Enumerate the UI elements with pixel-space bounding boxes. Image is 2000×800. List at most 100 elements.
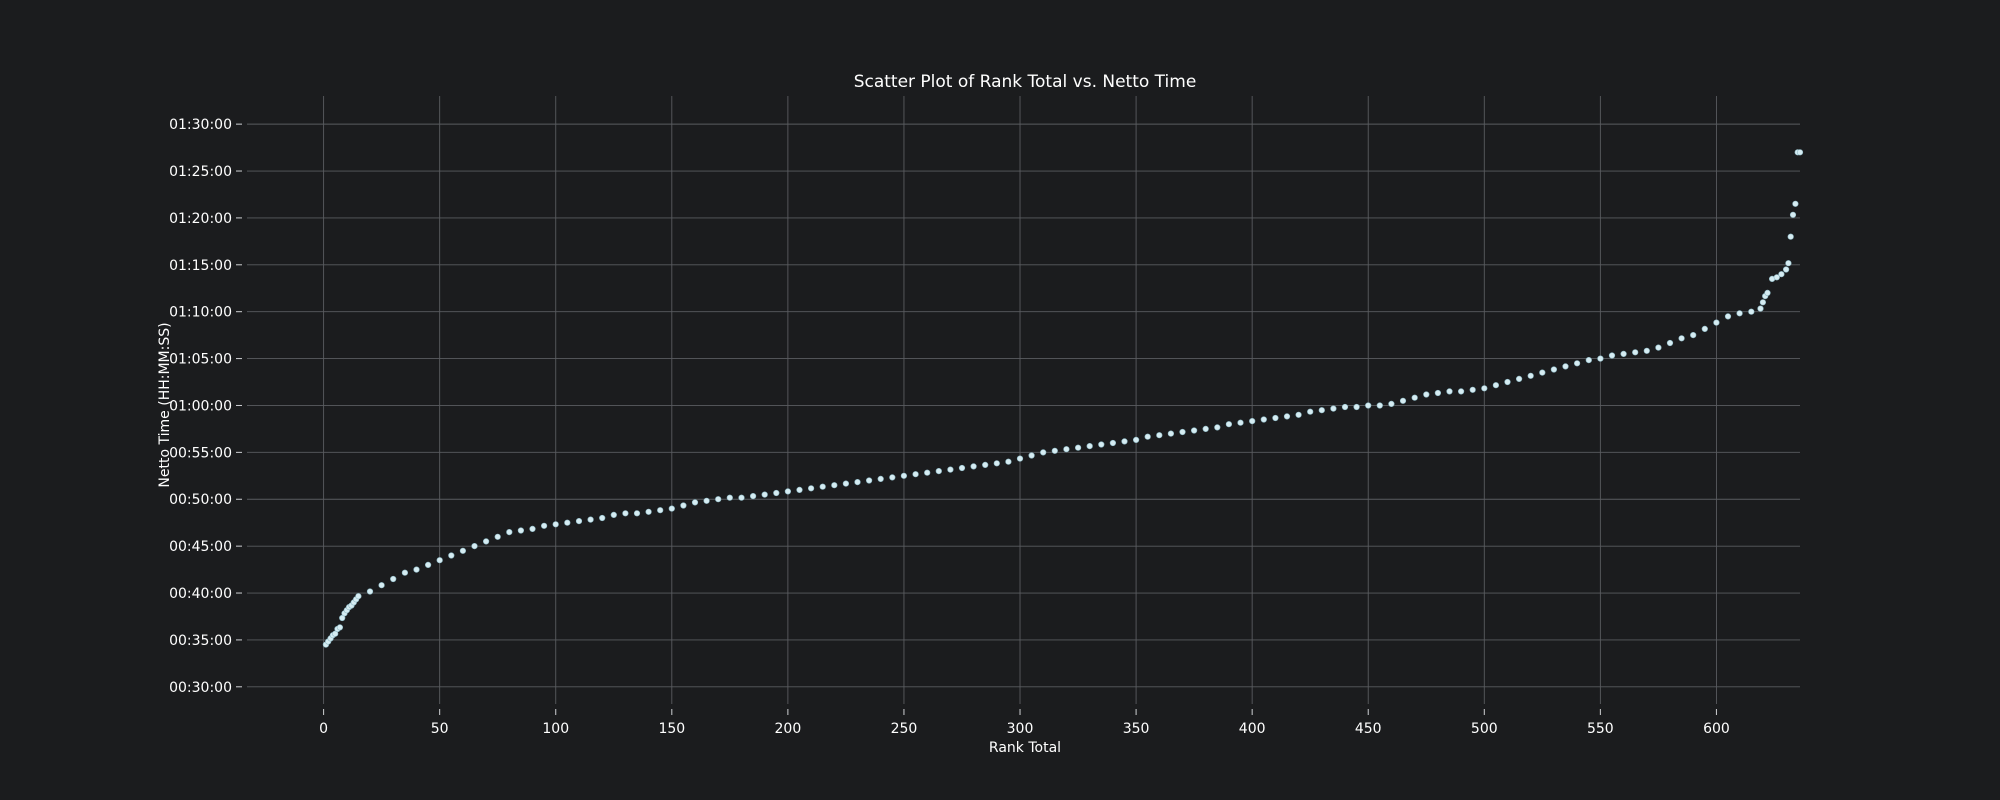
data-point	[459, 547, 467, 554]
data-point	[865, 477, 873, 484]
data-point	[1237, 419, 1244, 426]
data-point	[924, 469, 931, 476]
y-tick-label: 00:40:00	[169, 586, 232, 602]
x-axis-ticks: 0 50 100 150 200 250 300 350 400 450 500 550 600	[319, 709, 1730, 737]
data-point	[1086, 443, 1093, 450]
data-point	[599, 514, 606, 522]
data-point	[1074, 444, 1082, 451]
data-point	[1759, 299, 1766, 306]
data-point	[1156, 432, 1163, 439]
data-point	[366, 588, 374, 595]
data-point	[703, 497, 710, 504]
x-tick-label: 400	[1239, 721, 1266, 737]
data-point	[1434, 389, 1441, 397]
data-point	[1330, 405, 1337, 412]
data-point	[1341, 403, 1349, 411]
data-point	[657, 507, 664, 514]
data-point	[1620, 350, 1627, 358]
data-point	[970, 463, 977, 470]
data-point	[645, 508, 652, 515]
data-point	[1713, 319, 1720, 326]
data-point	[1481, 385, 1488, 392]
y-tick-label: 00:50:00	[169, 492, 232, 508]
x-tick-label: 0	[319, 721, 328, 737]
x-axis-label: Rank Total	[989, 740, 1061, 756]
data-point	[1764, 289, 1771, 297]
data-point	[1773, 274, 1780, 281]
data-point	[517, 527, 525, 534]
data-point	[1051, 447, 1058, 454]
y-axis-ticks: 00:30:00 00:35:00 00:40:00 00:45:00 00:50:00…	[169, 117, 242, 696]
data-point	[1585, 357, 1592, 364]
data-point	[1225, 421, 1232, 428]
data-point	[715, 496, 722, 503]
data-point	[1365, 402, 1372, 409]
data-point	[378, 582, 385, 589]
data-point	[575, 517, 583, 525]
y-tick-label: 00:35:00	[169, 633, 232, 649]
data-point	[1411, 394, 1418, 401]
y-tick-label: 00:30:00	[169, 680, 232, 696]
x-tick-label: 200	[775, 721, 802, 737]
data-point	[1202, 425, 1209, 433]
data-point	[889, 474, 896, 481]
data-point	[738, 494, 745, 501]
data-point	[1504, 378, 1511, 386]
data-point	[448, 552, 455, 559]
data-point	[842, 480, 850, 487]
data-point	[1469, 386, 1476, 393]
data-point	[1005, 458, 1012, 465]
data-point	[1515, 375, 1523, 383]
data-point	[552, 521, 559, 528]
y-tick-label: 00:55:00	[169, 445, 232, 461]
data-point	[1214, 424, 1221, 431]
data-point	[390, 575, 397, 583]
data-point	[1573, 360, 1581, 367]
data-point	[1643, 347, 1650, 354]
y-tick-label: 00:45:00	[169, 539, 232, 555]
data-point	[1040, 449, 1047, 456]
data-point	[1724, 313, 1732, 320]
data-point	[587, 516, 594, 523]
data-point	[1457, 388, 1465, 395]
x-tick-label: 150	[658, 721, 685, 737]
data-point	[993, 460, 1000, 467]
data-point	[1792, 200, 1799, 207]
data-point	[401, 569, 409, 576]
data-point	[749, 493, 757, 500]
grid	[247, 96, 1800, 704]
data-point	[1778, 271, 1785, 278]
data-point	[1789, 211, 1797, 218]
data-point	[1608, 352, 1616, 359]
chart-title: Scatter Plot of Rank Total vs. Netto Tim…	[854, 72, 1197, 92]
data-point	[1678, 335, 1685, 342]
x-tick-label: 100	[542, 721, 569, 737]
data-point	[1109, 439, 1116, 447]
y-tick-label: 01:05:00	[169, 352, 232, 368]
data-point	[1757, 305, 1764, 312]
data-point	[854, 479, 861, 486]
x-tick-label: 450	[1355, 721, 1382, 737]
data-point	[1260, 416, 1267, 423]
data-point	[1539, 369, 1546, 376]
data-point	[1272, 414, 1279, 422]
y-tick-label: 01:30:00	[169, 117, 232, 133]
data-point	[1283, 413, 1291, 420]
data-point	[336, 624, 344, 631]
x-tick-label: 500	[1471, 721, 1498, 737]
data-point	[773, 489, 780, 497]
y-axis-label: Netto Time (HH:MM:SS)	[157, 322, 173, 487]
data-point	[540, 522, 548, 529]
data-point	[900, 472, 908, 479]
data-point	[1597, 355, 1604, 362]
y-tick-label: 01:15:00	[169, 258, 232, 274]
data-point	[1550, 366, 1557, 373]
data-point	[425, 561, 432, 569]
data-point	[982, 461, 989, 469]
data-point	[1690, 332, 1697, 339]
data-point	[831, 482, 838, 489]
data-point	[1098, 441, 1105, 448]
data-point	[564, 519, 571, 526]
data-point	[413, 566, 420, 573]
